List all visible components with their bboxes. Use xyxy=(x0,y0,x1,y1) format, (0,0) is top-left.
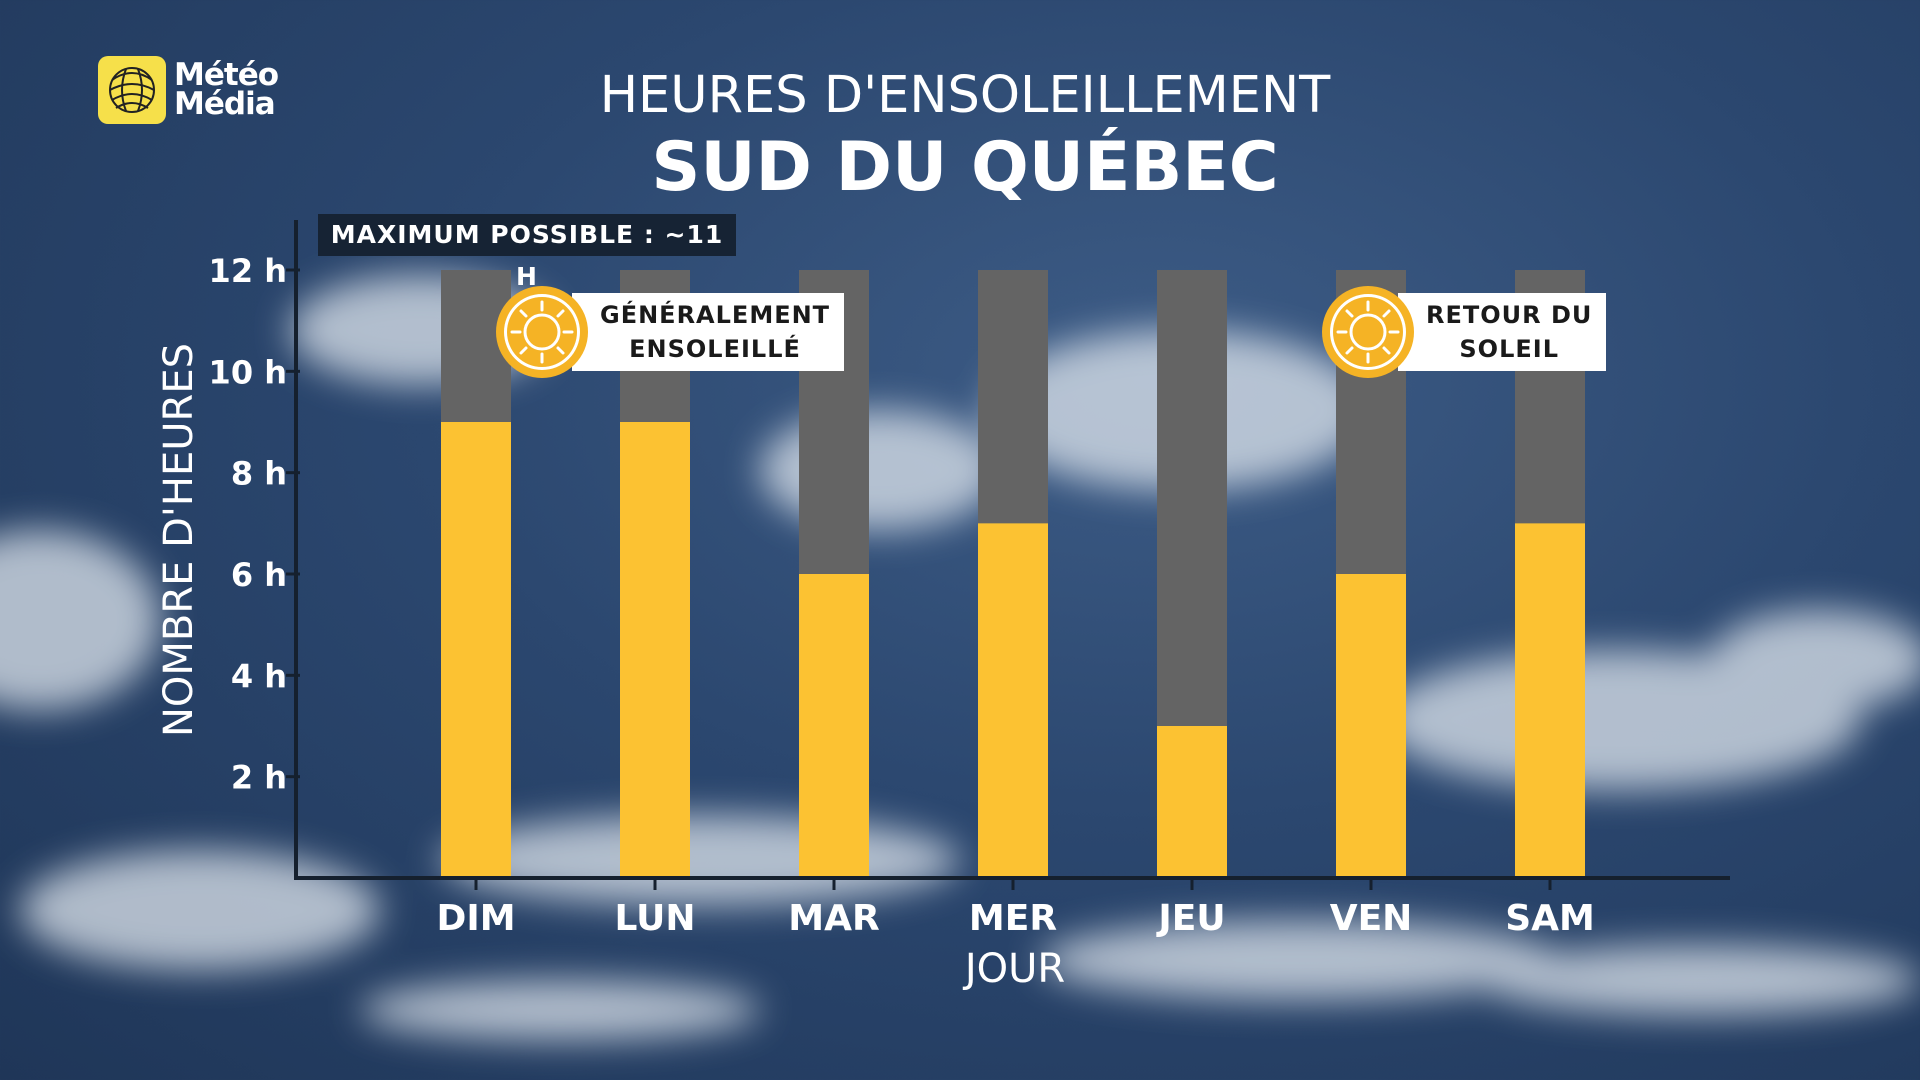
bar-sunshine-jeu xyxy=(1157,726,1227,878)
bar-remaining-mer xyxy=(978,270,1048,524)
annotation-generalement-ensoleille: GÉNÉRALEMENT ENSOLEILLÉ xyxy=(496,286,845,378)
globe-icon xyxy=(98,56,166,124)
annotation-retour-du-soleil: RETOUR DU SOLEIL xyxy=(1322,286,1607,378)
x-tick-label: LUN xyxy=(614,898,695,939)
ticks-layer: DIM LUN MAR MER JEU VEN SAM 2 h 4 h 6 h 8 h 10 h 12 … xyxy=(209,252,1595,939)
sun-icon xyxy=(1322,286,1414,378)
bar-sunshine-ven xyxy=(1336,574,1406,878)
x-tick-label: JEU xyxy=(1155,898,1225,939)
bar-remaining-jeu xyxy=(1157,270,1227,726)
x-tick-label: SAM xyxy=(1505,898,1595,939)
max-possible-note: MAXIMUM POSSIBLE : ~11 H xyxy=(318,214,736,291)
y-tick-label: 8 h xyxy=(231,455,287,493)
y-tick-label: 4 h xyxy=(231,657,287,695)
x-tick-label: MER xyxy=(969,898,1057,939)
y-axis-label: NOMBRE D'HEURES xyxy=(156,343,202,737)
logo-text-line2: Média xyxy=(174,86,276,122)
y-tick-label: 10 h xyxy=(209,353,287,391)
y-tick-label: 2 h xyxy=(231,759,287,797)
x-tick-label: MAR xyxy=(788,898,879,939)
meteomedia-logo: Météo Média xyxy=(98,56,279,124)
bar-sunshine-sam xyxy=(1515,523,1585,878)
x-tick-label: DIM xyxy=(436,898,515,939)
annotation-left-line1: GÉNÉRALEMENT xyxy=(600,301,831,329)
chart-title: SUD DU QUÉBEC xyxy=(651,128,1279,207)
bar-sunshine-lun xyxy=(620,422,690,878)
logo-text-line1: Météo xyxy=(174,57,279,93)
annotation-left-line2: ENSOLEILLÉ xyxy=(629,335,801,363)
x-axis-label: JOUR xyxy=(962,946,1065,992)
y-tick-label: 12 h xyxy=(209,252,287,290)
sun-icon xyxy=(496,286,588,378)
annotation-right-line1: RETOUR DU xyxy=(1426,301,1593,329)
chart-supertitle: HEURES D'ENSOLEILLEMENT xyxy=(599,66,1331,125)
bar-sunshine-dim xyxy=(441,422,511,878)
bar-sunshine-mer xyxy=(978,523,1048,878)
y-tick-label: 6 h xyxy=(231,556,287,594)
annotation-right-line2: SOLEIL xyxy=(1459,335,1559,363)
bar-sunshine-mar xyxy=(799,574,869,878)
x-tick-label: VEN xyxy=(1330,898,1413,939)
